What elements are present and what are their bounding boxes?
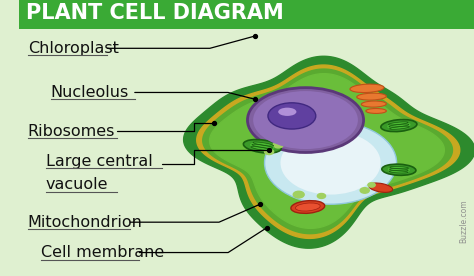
Ellipse shape xyxy=(250,142,274,150)
Ellipse shape xyxy=(357,93,386,100)
Ellipse shape xyxy=(268,103,316,129)
Ellipse shape xyxy=(281,131,381,195)
Ellipse shape xyxy=(369,183,392,192)
Text: Nucleolus: Nucleolus xyxy=(51,85,129,100)
Ellipse shape xyxy=(382,164,416,175)
Polygon shape xyxy=(197,65,460,238)
Text: vacuole: vacuole xyxy=(46,177,109,192)
Circle shape xyxy=(272,136,280,140)
Ellipse shape xyxy=(253,91,358,149)
Circle shape xyxy=(368,183,375,187)
Ellipse shape xyxy=(264,121,397,204)
Ellipse shape xyxy=(247,88,364,153)
Text: PLANT CELL DIAGRAM: PLANT CELL DIAGRAM xyxy=(27,3,284,23)
Ellipse shape xyxy=(361,101,386,107)
Text: Buzzle.com: Buzzle.com xyxy=(459,199,468,243)
Ellipse shape xyxy=(366,108,386,113)
Text: Large central: Large central xyxy=(46,154,153,169)
Ellipse shape xyxy=(278,108,296,116)
Polygon shape xyxy=(183,56,474,248)
Ellipse shape xyxy=(350,84,384,92)
Ellipse shape xyxy=(295,203,320,211)
Circle shape xyxy=(264,149,273,155)
Circle shape xyxy=(360,188,369,193)
Polygon shape xyxy=(203,69,453,234)
Ellipse shape xyxy=(388,166,410,173)
Ellipse shape xyxy=(243,140,281,153)
Ellipse shape xyxy=(387,122,410,129)
Polygon shape xyxy=(210,74,444,228)
Text: Cell membrane: Cell membrane xyxy=(41,245,164,260)
FancyBboxPatch shape xyxy=(18,0,474,29)
Ellipse shape xyxy=(291,201,325,213)
Text: Mitochondrion: Mitochondrion xyxy=(28,215,143,230)
Ellipse shape xyxy=(381,120,417,132)
Circle shape xyxy=(293,191,304,198)
Circle shape xyxy=(318,193,326,198)
Text: Chloroplast: Chloroplast xyxy=(28,41,118,56)
Circle shape xyxy=(261,129,272,136)
Text: Ribosomes: Ribosomes xyxy=(28,124,115,139)
Circle shape xyxy=(273,142,283,148)
